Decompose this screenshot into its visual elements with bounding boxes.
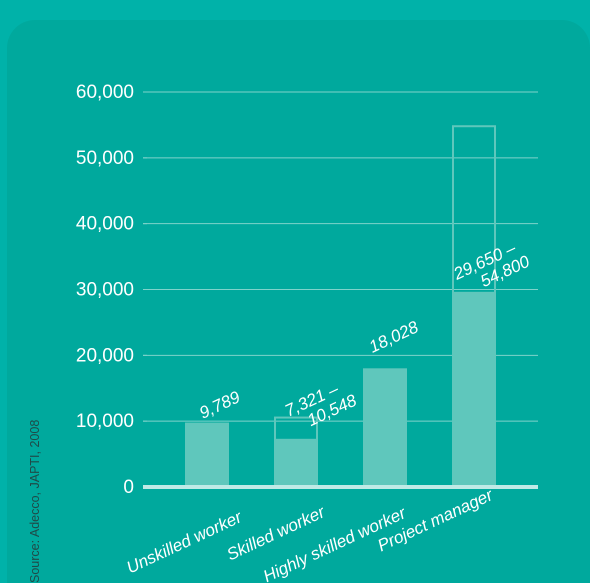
bars [185,125,496,488]
data-label-line: 9,789 [196,387,243,422]
gridlines [143,91,538,422]
data-label: 18,028 [366,317,422,356]
y-tick-label: 10,000 [76,411,134,432]
y-tick-label: 50,000 [76,148,134,169]
bar [452,291,496,487]
data-label-line: 18,028 [366,317,422,356]
bar [185,422,229,487]
bar [363,368,407,487]
data-label: 9,789 [196,387,243,422]
y-tick-label: 30,000 [76,280,134,301]
source-note: Source: Adecco, JAPTI, 2008 [28,420,42,583]
bar [274,438,318,487]
y-axis: 0 10,000 20,000 30,000 40,000 50,000 60,000 [76,82,147,498]
y-tick-label: 20,000 [76,345,134,366]
y-tick-label: 0 [123,477,134,498]
x-category-label: Unskilled worker [124,507,246,577]
data-label: 7,321 –10,548 [282,379,360,430]
data-label: 29,650 –54,800 [450,238,533,291]
y-tick-label: 60,000 [76,82,134,103]
y-tick-label: 40,000 [76,214,134,235]
